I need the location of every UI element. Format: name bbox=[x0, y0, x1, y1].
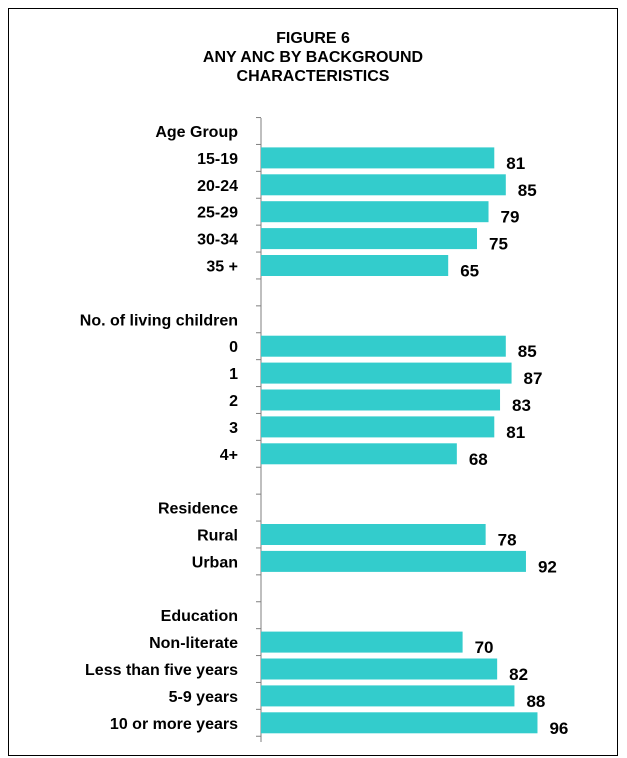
bar bbox=[261, 147, 495, 169]
chart-title-line-1: FIGURE 6 bbox=[276, 30, 350, 47]
category-label: 3 bbox=[229, 420, 238, 437]
data-label: 65 bbox=[460, 262, 479, 281]
data-label: 79 bbox=[501, 208, 520, 227]
group-heading-label: Education bbox=[161, 608, 238, 625]
category-label: 20-24 bbox=[197, 178, 238, 195]
group-heading-label: No. of living children bbox=[80, 312, 238, 329]
category-label: 2 bbox=[229, 393, 238, 410]
category-label: 25-29 bbox=[197, 205, 238, 222]
data-label: 70 bbox=[475, 638, 494, 657]
data-label: 87 bbox=[524, 369, 543, 388]
bar bbox=[261, 416, 495, 438]
data-label: 78 bbox=[498, 531, 517, 550]
data-label: 85 bbox=[518, 342, 537, 361]
bar bbox=[261, 335, 506, 357]
data-label: 81 bbox=[506, 423, 525, 442]
category-label: 4+ bbox=[220, 447, 238, 464]
category-label: 30-34 bbox=[197, 232, 238, 249]
category-label: Less than five years bbox=[85, 662, 238, 679]
group-heading-label: Age Group bbox=[155, 124, 238, 141]
bar bbox=[261, 201, 489, 223]
category-label: Non-literate bbox=[149, 635, 238, 652]
data-label: 83 bbox=[512, 396, 531, 415]
chart-title-line-2: ANY ANC BY BACKGROUND bbox=[202, 49, 424, 66]
bar bbox=[261, 658, 498, 680]
category-label: 15-19 bbox=[197, 151, 238, 168]
bar bbox=[261, 712, 538, 734]
category-label: Rural bbox=[197, 528, 238, 545]
bar bbox=[261, 228, 477, 250]
data-label: 92 bbox=[538, 557, 557, 576]
data-label: 88 bbox=[526, 692, 545, 711]
chart-title: FIGURE 6 ANY ANC BY BACKGROUND CHARACTER… bbox=[8, 29, 618, 86]
bar bbox=[261, 631, 463, 653]
category-label: 5-9 years bbox=[169, 689, 238, 706]
data-label: 81 bbox=[506, 154, 525, 173]
bar bbox=[261, 362, 512, 384]
data-label: 85 bbox=[518, 181, 537, 200]
group-heading-label: Residence bbox=[158, 501, 238, 518]
bar bbox=[261, 255, 449, 276]
bar bbox=[261, 174, 506, 196]
bar bbox=[261, 524, 486, 545]
data-label: 96 bbox=[549, 719, 568, 738]
data-label: 82 bbox=[509, 665, 528, 684]
data-label: 75 bbox=[489, 235, 508, 254]
category-label: 1 bbox=[229, 366, 238, 383]
data-label: 68 bbox=[469, 450, 488, 469]
category-label: Urban bbox=[192, 554, 238, 571]
category-label: 0 bbox=[229, 339, 238, 356]
bar bbox=[261, 550, 526, 572]
category-label: 10 or more years bbox=[110, 716, 238, 733]
bar bbox=[261, 389, 501, 411]
chart-title-line-3: CHARACTERISTICS bbox=[236, 68, 390, 85]
category-label: 35 + bbox=[206, 259, 238, 276]
bar bbox=[261, 685, 515, 707]
bar bbox=[261, 443, 457, 465]
